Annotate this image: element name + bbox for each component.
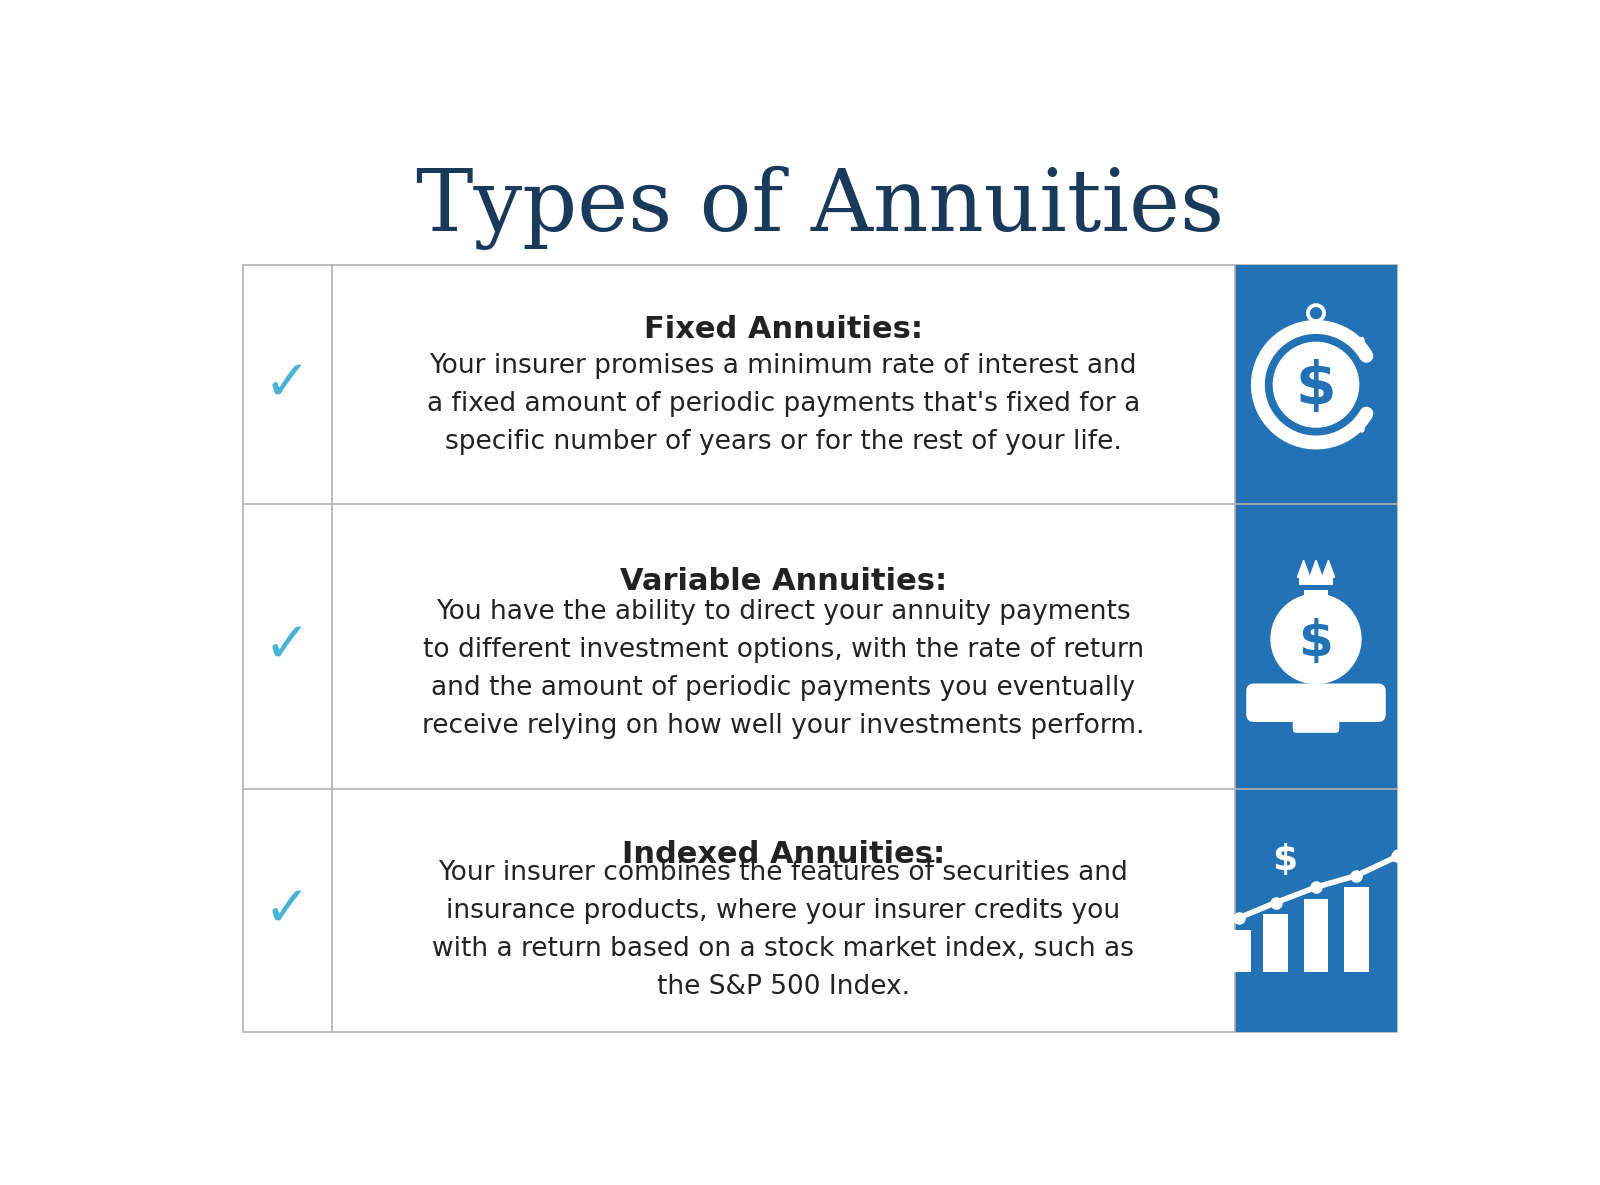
Text: $: $ (1272, 844, 1298, 877)
Bar (1235, 265, 1397, 504)
Polygon shape (1322, 561, 1334, 577)
Text: Your insurer promises a minimum rate of interest and
a fixed amount of periodic : Your insurer promises a minimum rate of … (427, 353, 1139, 455)
Bar (243, 265, 1397, 1032)
FancyBboxPatch shape (1293, 709, 1339, 732)
Text: Types of Annuities: Types of Annuities (416, 166, 1224, 250)
Text: ✓: ✓ (264, 620, 310, 673)
Text: Fixed Annuities:: Fixed Annuities: (643, 315, 923, 345)
Bar (1344, 888, 1368, 972)
Circle shape (1307, 303, 1325, 322)
Polygon shape (1298, 561, 1310, 577)
Text: $: $ (1299, 617, 1333, 666)
Bar (1304, 898, 1328, 972)
Bar (1226, 929, 1251, 972)
Circle shape (1274, 342, 1358, 427)
FancyBboxPatch shape (1246, 684, 1386, 722)
Circle shape (1270, 594, 1362, 684)
Text: Indexed Annuities:: Indexed Annuities: (622, 840, 944, 869)
Bar (1235, 789, 1397, 1032)
Polygon shape (1310, 561, 1322, 577)
Text: You have the ability to direct your annuity payments
to different investment opt: You have the ability to direct your annu… (422, 600, 1144, 739)
Bar (1235, 504, 1397, 789)
Text: ✓: ✓ (264, 883, 310, 937)
Bar (1304, 590, 1328, 607)
Text: Your insurer combines the features of securities and
insurance products, where y: Your insurer combines the features of se… (432, 859, 1134, 1000)
Text: Variable Annuities:: Variable Annuities: (619, 566, 947, 596)
Circle shape (1310, 308, 1322, 319)
Bar (1264, 914, 1288, 972)
Bar (1299, 577, 1333, 585)
Text: ✓: ✓ (264, 358, 310, 411)
Text: $: $ (1296, 359, 1336, 416)
